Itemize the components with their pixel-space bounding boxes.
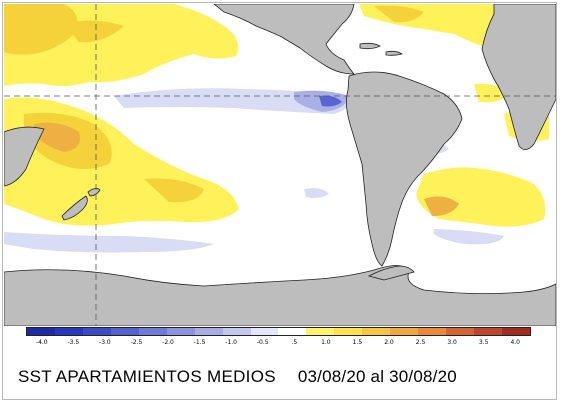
color-bin <box>82 328 111 335</box>
color-scale-bar <box>26 327 531 336</box>
scale-tick-label: -3.0 <box>99 339 111 346</box>
color-scale-labels: -4.0 -3.5 -3.0 -2.5 -2.0 -1.5 -1.0 -0.5 .5 1.0 1.5… <box>26 338 531 348</box>
scale-tick-label: 2.5 <box>415 339 426 346</box>
color-bin <box>194 328 223 335</box>
map-title: SST APARTAMIENTOS MEDIOS <box>18 367 276 386</box>
color-bin <box>54 328 83 335</box>
scale-tick-label: 3.0 <box>447 339 457 346</box>
color-bin <box>278 328 307 335</box>
scale-tick-label: -0.5 <box>256 339 269 346</box>
color-bin <box>418 328 447 335</box>
color-bin <box>166 328 195 335</box>
color-bin <box>446 328 474 335</box>
scale-tick-label: 1.0 <box>321 339 331 346</box>
color-bin <box>334 328 363 335</box>
scale-tick-label: .5 <box>291 339 298 346</box>
color-bin <box>27 328 55 335</box>
color-bin <box>250 328 279 335</box>
scale-tick-label: -1.5 <box>193 339 206 346</box>
color-bin <box>222 328 251 335</box>
color-bin <box>110 328 139 335</box>
scale-tick-label: 4.0 <box>510 339 520 346</box>
scale-tick-label: 1.5 <box>352 339 363 346</box>
scale-tick-label: -2.5 <box>130 339 143 346</box>
caption: SST APARTAMIENTOS MEDIOS 03/08/20 al 30/… <box>18 365 553 389</box>
color-bin <box>306 328 335 335</box>
scale-tick-label: 2.0 <box>384 339 394 346</box>
scale-tick-label: -1.0 <box>225 339 238 346</box>
scale-tick-label: -4.0 <box>35 339 48 346</box>
sst-anomaly-map <box>4 4 556 326</box>
date-range: 03/08/20 al 30/08/20 <box>297 367 457 386</box>
color-bin <box>501 328 530 335</box>
land <box>4 4 556 326</box>
color-bin <box>390 328 419 335</box>
scale-tick-label: -3.5 <box>67 339 80 346</box>
color-bin <box>362 328 391 335</box>
color-bin <box>138 328 167 335</box>
scale-tick-label: -2.0 <box>162 339 174 346</box>
color-bin <box>474 328 502 335</box>
scale-tick-label: 3.5 <box>478 339 489 346</box>
grid-lines <box>4 4 556 326</box>
